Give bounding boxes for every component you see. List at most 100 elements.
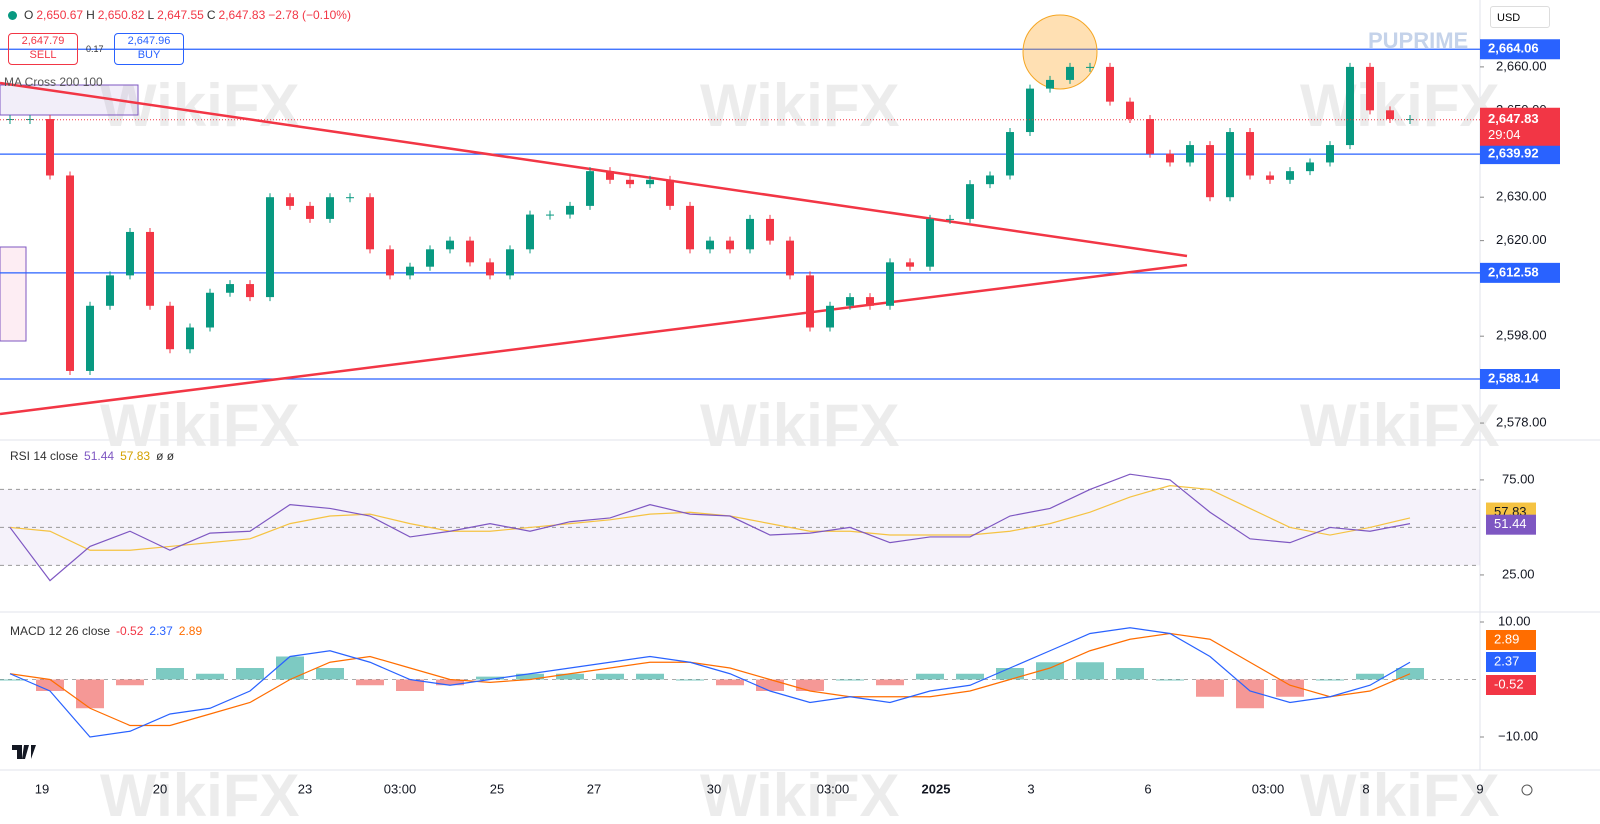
candle <box>866 297 874 306</box>
watermark: WikiFX <box>1300 392 1499 459</box>
sell-button[interactable]: 2,647.79 SELL <box>8 33 78 65</box>
candle <box>686 205 694 250</box>
macd-line <box>9 627 1411 738</box>
rsi-ma-line <box>9 485 1411 551</box>
level-tag-label: 2,639.92 <box>1488 146 1539 161</box>
candle <box>326 197 334 219</box>
candle <box>406 266 414 276</box>
macd-histogram-bar <box>876 679 904 686</box>
candle <box>1366 66 1374 111</box>
y-tick-label: −10.00 <box>1498 728 1538 743</box>
macd-histogram-bar <box>236 668 264 680</box>
macd-tag-label: -0.52 <box>1494 676 1524 691</box>
candle <box>766 218 774 241</box>
range-box <box>0 246 27 342</box>
candle <box>1206 145 1214 198</box>
candle <box>666 179 674 206</box>
macd-histogram-bar <box>596 673 624 680</box>
macd-histogram-bar <box>1276 679 1304 697</box>
macd-tag <box>1486 630 1536 650</box>
y-tick-label: 25.00 <box>1502 566 1535 581</box>
x-tick-label: 25 <box>490 781 504 796</box>
candle <box>586 171 594 206</box>
c-key: C <box>206 8 216 22</box>
candle <box>1306 162 1314 172</box>
watermark: WikiFX <box>1300 72 1499 139</box>
macd-histogram-bar <box>1316 679 1344 681</box>
rsi-ma-value: 57.83 <box>120 449 151 463</box>
level-tag-label: 2,664.06 <box>1488 41 1539 56</box>
highlight-circle <box>1022 14 1098 90</box>
status-dot <box>8 10 17 20</box>
x-tick-label: 20 <box>153 781 167 796</box>
watermark: WikiFX <box>700 762 899 824</box>
macd-histogram-bar <box>756 679 784 691</box>
l-key: L <box>147 8 155 22</box>
last-price-label: 2,647.83 <box>1488 111 1539 126</box>
y-tick-label: 2,578.00 <box>1496 414 1547 429</box>
candle <box>166 305 174 350</box>
spread: 0.17 <box>86 44 104 54</box>
x-tick-label: 6 <box>1144 781 1151 796</box>
macd-histogram-bar <box>196 673 224 680</box>
macd-histogram-bar <box>1196 679 1224 697</box>
y-tick-label: 10.00 <box>1498 613 1531 628</box>
macd-signal-value: 2.89 <box>178 624 203 638</box>
ohlc-header: O 2,650.67 H 2,650.82 L 2,647.55 C 2,647.83 … <box>8 8 351 22</box>
candle <box>426 249 434 267</box>
settings-icon[interactable] <box>1521 784 1533 796</box>
macd-histogram-bar <box>396 679 424 691</box>
macd-histogram-bar <box>1076 662 1104 680</box>
y-tick-label: 2,630.00 <box>1496 189 1547 204</box>
o-value: 2,650.67 <box>36 8 84 22</box>
candle <box>1226 132 1234 198</box>
buy-price: 2,647.96 <box>127 35 171 47</box>
macd-histogram-bar <box>1036 662 1064 680</box>
change: −2.78 (−0.10%) <box>268 8 351 22</box>
level-tag-label: 2,612.58 <box>1488 264 1539 279</box>
macd-histogram-bar <box>1116 668 1144 680</box>
rsi-tag <box>1486 514 1536 535</box>
ma-indicator[interactable]: MA Cross 200 100 <box>4 75 103 89</box>
level-tag <box>1480 39 1560 60</box>
candle <box>226 284 234 293</box>
candle <box>366 197 374 250</box>
candle <box>46 119 54 176</box>
candle <box>186 327 194 350</box>
candle <box>906 262 914 267</box>
candle <box>1266 175 1274 180</box>
level-tag-label: 2,588.14 <box>1488 370 1539 385</box>
candle <box>1066 66 1074 80</box>
macd-histogram-bar <box>36 679 64 691</box>
brand-logo: PUPRIME <box>1368 28 1469 53</box>
macd-histogram-bar <box>516 673 544 680</box>
macd-histogram-bar <box>716 679 744 686</box>
macd-tag <box>1486 652 1536 672</box>
macd-signal-line <box>9 632 1411 727</box>
candle <box>1166 153 1174 163</box>
o-key: O <box>24 8 34 22</box>
macd-histogram-bar <box>316 668 344 680</box>
candle <box>1046 79 1054 89</box>
macd-histogram-bar <box>796 679 824 691</box>
macd-histogram-bar <box>956 673 984 680</box>
candle <box>306 205 314 219</box>
x-tick-label: 9 <box>1476 781 1483 796</box>
x-tick-label: 03:00 <box>817 781 850 796</box>
currency-select[interactable]: USD <box>1490 6 1550 28</box>
y-tick-label: 2,598.00 <box>1496 328 1547 343</box>
macd-histogram-bar <box>1356 673 1384 680</box>
buy-button[interactable]: 2,647.96 BUY <box>114 33 184 65</box>
y-tick-label: 2,620.00 <box>1496 232 1547 247</box>
macd-tag <box>1486 675 1536 695</box>
candle <box>126 231 134 276</box>
candle <box>806 275 814 328</box>
c-value: 2,647.83 <box>218 8 266 22</box>
candle <box>446 240 454 250</box>
candle <box>1146 119 1154 154</box>
watermark: WikiFX <box>100 392 299 459</box>
x-tick-label: 30 <box>707 781 721 796</box>
y-tick-label: 2,660.00 <box>1496 58 1547 73</box>
x-tick-label: 23 <box>298 781 312 796</box>
h-key: H <box>86 8 95 22</box>
